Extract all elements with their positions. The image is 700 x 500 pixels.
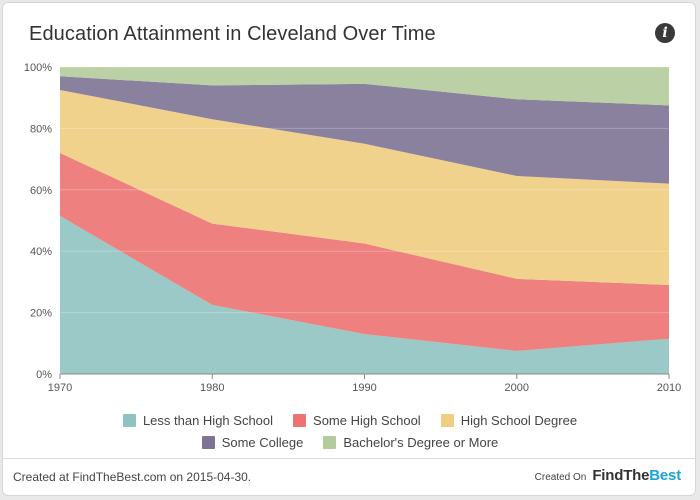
legend-label: Bachelor's Degree or More <box>343 434 499 450</box>
legend-label: Less than High School <box>142 412 274 428</box>
area-some-college[interactable] <box>60 76 669 184</box>
legend-swatch <box>201 435 215 449</box>
brand-best: Best <box>649 467 681 484</box>
area-high-school-degree[interactable] <box>60 90 669 285</box>
y-tick-label: 40% <box>30 246 52 258</box>
area-less-than-high-school[interactable] <box>60 215 669 374</box>
x-tick-label: 2010 <box>657 382 681 394</box>
x-tick-label: 1980 <box>200 382 224 394</box>
chart-card: Education Attainment in Cleveland Over T… <box>2 2 696 496</box>
x-tick-label: 1970 <box>48 382 72 394</box>
chart-title: Education Attainment in Cleveland Over T… <box>29 23 436 45</box>
legend-swatch <box>440 413 454 427</box>
brand-find: Find <box>592 467 624 484</box>
legend-item[interactable]: Some College <box>201 434 304 450</box>
chart-legend: Less than High School Some High School Hig… <box>3 412 695 457</box>
footer-divider <box>3 458 695 459</box>
legend-label: Some High School <box>313 412 421 428</box>
footer-brand[interactable]: Created On FindTheBest <box>534 467 682 484</box>
area-some-high-school[interactable] <box>60 152 669 351</box>
footer-created-text: Created at FindTheBest.com on 2015-04-30… <box>13 470 252 484</box>
info-icon[interactable]: i <box>655 23 675 43</box>
legend-item[interactable]: Bachelor's Degree or More <box>323 434 499 450</box>
created-on-label: Created On <box>534 472 587 483</box>
area-bachelor-s-degree-or-more[interactable] <box>60 67 669 106</box>
legend-swatch <box>122 413 136 427</box>
x-tick-label: 1990 <box>352 382 376 394</box>
brand-the: The <box>623 467 650 484</box>
x-tick-label: 2000 <box>505 382 529 394</box>
legend-swatch <box>323 435 337 449</box>
legend-item[interactable]: Some High School <box>293 412 421 428</box>
legend-label: Some College <box>221 434 304 450</box>
legend-item[interactable]: High School Degree <box>440 412 578 428</box>
brand-logo: FindTheBest <box>592 467 681 484</box>
y-tick-label: 100% <box>24 62 52 74</box>
y-tick-label: 80% <box>30 123 52 135</box>
legend-item[interactable]: Less than High School <box>122 412 274 428</box>
legend-swatch <box>293 413 307 427</box>
y-tick-label: 20% <box>30 308 52 320</box>
stacked-area-chart: 0% 20% 40% 60% 80% 100% 1970 1980 1990 2000 2010 <box>24 62 681 394</box>
y-tick-label: 60% <box>30 185 52 197</box>
legend-label: High School Degree <box>460 412 578 428</box>
y-tick-label: 0% <box>36 369 52 381</box>
